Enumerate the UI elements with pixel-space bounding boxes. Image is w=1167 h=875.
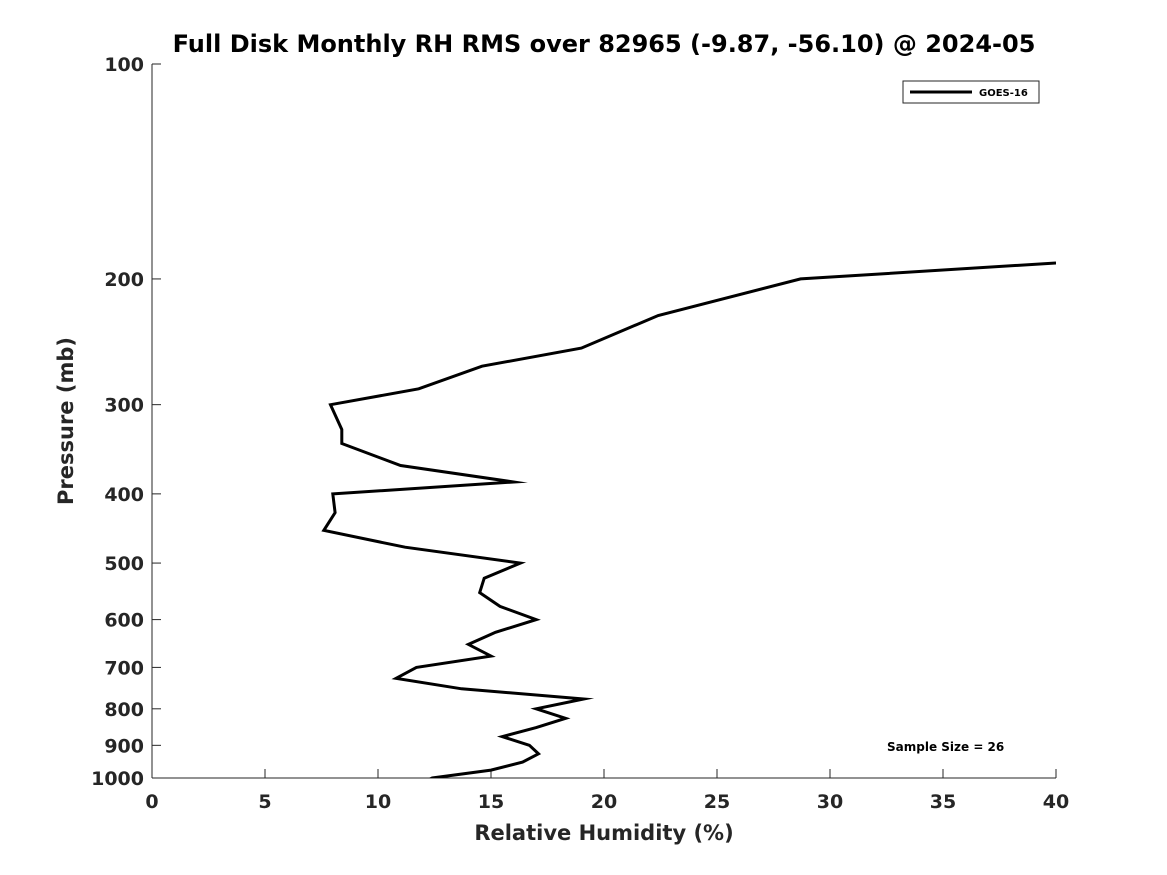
y-tick-label: 200 xyxy=(104,269,144,291)
x-tick-label: 30 xyxy=(817,791,843,813)
x-axis-label: Relative Humidity (%) xyxy=(474,821,733,845)
x-tick-label: 20 xyxy=(591,791,617,813)
y-axis-label: Pressure (mb) xyxy=(54,337,78,505)
chart-title: Full Disk Monthly RH RMS over 82965 (-9.… xyxy=(173,30,1036,58)
series-layer xyxy=(321,261,1056,778)
x-tick-label: 35 xyxy=(930,791,956,813)
plot-area xyxy=(152,64,1056,778)
series-line-goes-16 xyxy=(321,261,1056,778)
x-tick-label: 40 xyxy=(1043,791,1069,813)
y-tick-label: 900 xyxy=(104,735,144,757)
legend: GOES-16 xyxy=(902,80,1040,104)
y-tick-label: 500 xyxy=(104,553,144,575)
y-tick-label: 400 xyxy=(104,484,144,506)
y-tick-label: 600 xyxy=(104,610,144,632)
y-tick-label: 300 xyxy=(104,395,144,417)
x-tick-label: 5 xyxy=(258,791,271,813)
x-tick-label: 10 xyxy=(365,791,391,813)
y-tick-label: 700 xyxy=(104,657,144,679)
x-tick-label: 25 xyxy=(704,791,730,813)
legend-label-goes-16: GOES-16 xyxy=(979,88,1028,99)
sample-size-annotation: Sample Size = 26 xyxy=(887,740,1004,754)
y-tick-label: 100 xyxy=(104,54,144,76)
y-tick-label: 800 xyxy=(104,699,144,721)
y-axis-ticks: 100 200 300 400 500 600 700 800 900 1000 xyxy=(91,54,161,790)
x-tick-label: 15 xyxy=(478,791,504,813)
y-tick-label: 1000 xyxy=(91,768,144,790)
x-axis-ticks: 0 5 10 15 20 25 30 35 40 xyxy=(145,769,1069,813)
x-tick-label: 0 xyxy=(145,791,158,813)
